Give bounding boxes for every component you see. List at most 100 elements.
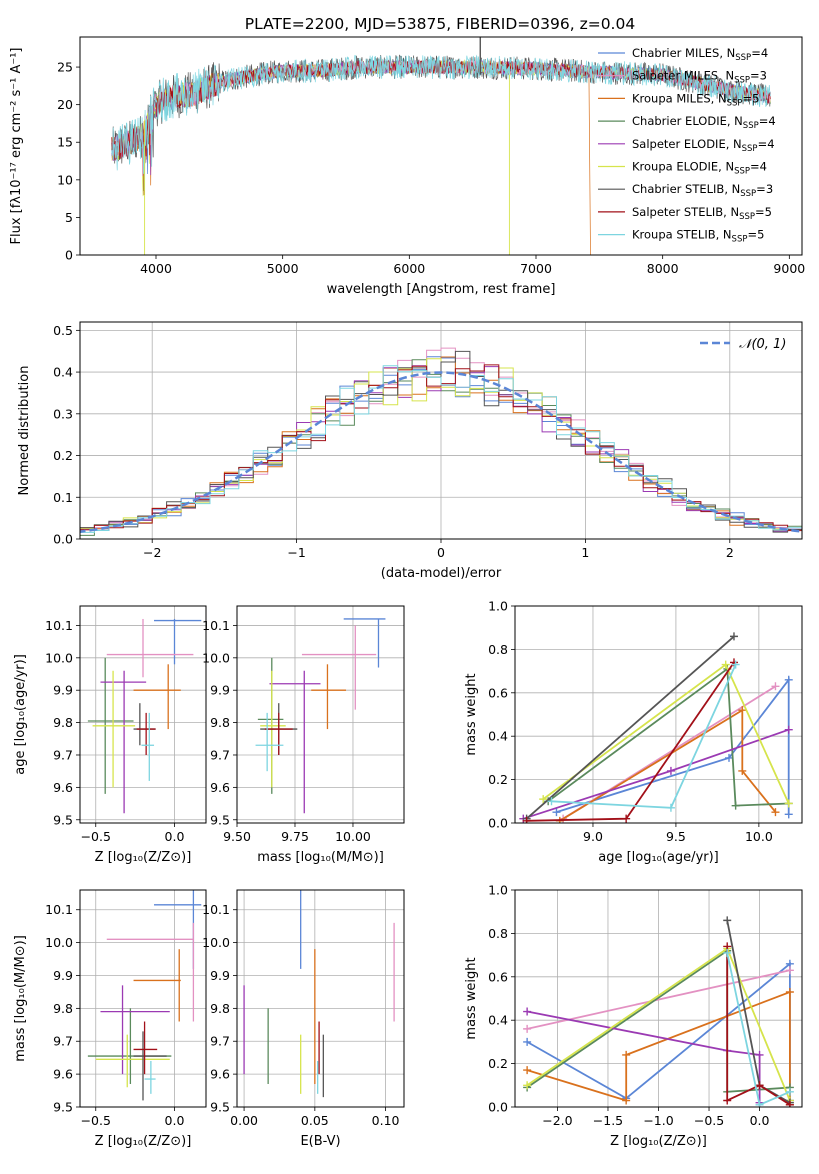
- age_vs_mass-ytick-label-6: 10.1: [202, 618, 230, 633]
- residuals-frame: [79, 321, 803, 540]
- weight_vs_Z-ytick-label-4: 0.8: [488, 926, 508, 941]
- mass_vs_ebv-grid: [237, 890, 404, 1107]
- residuals-panel: −2 −1 0 1 2 0.0 0.1 0.2 0.3 0.4 0.5 (data-model)/er…: [17, 321, 803, 581]
- weight_vs_Z-xtick-label-1: −1.5: [593, 1113, 623, 1128]
- legend-nssp-prefix-4: , N: [726, 137, 742, 151]
- legend-nssp-sub-7: SSP: [739, 212, 755, 222]
- weight_vs_age-xtick-label-2: 10.0: [745, 829, 773, 844]
- age_vs_mass-ytick-label-0: 9.5: [210, 812, 230, 827]
- weight_vs_age-marker-5-1: [721, 660, 730, 669]
- residuals-xtick-label-0: −2: [143, 545, 161, 560]
- legend-nssp-sub-2: SSP: [727, 98, 743, 108]
- age_vs_mass-xtick-label-2: 10.00: [335, 829, 371, 844]
- residuals-xtick-label-2: 0: [437, 545, 445, 560]
- weight_vs_age-marker-8-1: [666, 803, 675, 812]
- legend-name-3: Chabrier ELODIE: [632, 114, 727, 128]
- mass_vs_ebv-xlabel: E(B-V): [300, 1134, 340, 1149]
- mass_vs_ebv-plot-area: [237, 890, 404, 1107]
- spectrum-xtick-label-0: 4000: [140, 261, 172, 276]
- weight_vs_Z-marker-8-1: [755, 1100, 764, 1107]
- legend-nssp-8: 5: [757, 228, 764, 242]
- weight_vs_Z-ytick-label-0: 0.0: [488, 1100, 508, 1115]
- age_vs_mass-grid: [237, 606, 404, 823]
- legend-nssp-sub-4: SSP: [742, 144, 758, 154]
- weight_vs_age-ylabel: mass weight: [464, 673, 479, 755]
- weight_vs_age-marker-2-2: [738, 766, 747, 775]
- mass_vs_Z-ytick-label-1: 9.6: [53, 1067, 73, 1082]
- legend-nssp-prefix-0: , N: [719, 46, 735, 60]
- weight_vs_age-panel: 9.0 9.5 10.0 0.0 0.2 0.4 0.6 0.8 1.0 age [log₁₀(a…: [464, 599, 803, 865]
- weight_vs_Z-xtick-label-4: 0.0: [750, 1113, 770, 1128]
- legend-entry-3: Chabrier ELODIE, NSSP=4: [632, 114, 776, 131]
- weight_vs_age-marker-2-1: [738, 706, 747, 715]
- mass_vs_ebv-ytick-label-6: 10.1: [202, 902, 230, 917]
- legend-entry-2: Kroupa MILES, NSSP=5: [632, 91, 759, 108]
- legend-entry-5: Kroupa ELODIE, NSSP=4: [632, 160, 767, 177]
- weight_vs_Z-panel: −2.0 −1.5 −1.0 −0.5 0.0 0.0 0.2 0.4 0.6 0.8 1.0 Z […: [464, 883, 803, 1149]
- age_vs_Z-ytick-label-2: 9.7: [53, 747, 73, 762]
- weight_vs_age-marker-5-2: [784, 799, 793, 808]
- residuals-ytick-label-5: 0.5: [53, 323, 73, 338]
- weight_vs_age-marker-0-2: [784, 675, 793, 684]
- residuals-grid: [80, 322, 802, 539]
- weight_vs_age-marker-8-2: [731, 660, 740, 669]
- residuals-xtick-label-3: 1: [581, 545, 589, 560]
- mass_vs_Z-xlabel: Z [log₁₀(Z/Z⊙)]: [95, 1134, 192, 1149]
- residuals-ytick-label-0: 0.0: [53, 532, 73, 547]
- legend-entry-1: Salpeter MILES, NSSP=3: [632, 69, 767, 86]
- weight_vs_Z-line-7: [726, 946, 791, 1106]
- legend-nssp-sub-0: SSP: [735, 53, 751, 63]
- gaussian-reference-line: [80, 371, 802, 533]
- spectrum-ytick-label-0: 0: [65, 248, 73, 263]
- weight_vs_age-ytick-label-5: 1.0: [488, 599, 508, 614]
- mass_vs_ebv-ytick-label-0: 9.5: [210, 1100, 230, 1115]
- weight_vs_Z-ytick-label-3: 0.6: [488, 969, 508, 984]
- mass_vs_Z-ytick-label-6: 10.1: [45, 902, 73, 917]
- weight_vs_Z-xtick-label-2: −1.0: [643, 1113, 673, 1128]
- legend-nssp-eq-7: =: [755, 205, 765, 219]
- legend-name-1: Salpeter MILES: [632, 69, 718, 83]
- mass_vs_Z-ytick-label-4: 9.9: [53, 968, 73, 983]
- legend-nssp-sub-8: SSP: [732, 235, 748, 245]
- weight_vs_age-xtick-label-0: 9.0: [583, 829, 603, 844]
- weight_vs_Z-marker-2-2: [622, 1050, 631, 1059]
- age_vs_mass-plot-area: [237, 606, 404, 823]
- weight_vs_Z-marker-7-2: [755, 1081, 764, 1090]
- legend-nssp-sub-5: SSP: [734, 167, 750, 177]
- weight_vs_Z-marker-1-0: [523, 1024, 532, 1033]
- weight_vs_age-frame: [514, 605, 803, 824]
- mass_vs_ebv-xtick-label-2: 0.10: [372, 1113, 400, 1128]
- weight_vs_Z-frame: [514, 889, 803, 1108]
- mass_vs_Z-ytick-label-0: 9.5: [53, 1100, 73, 1115]
- residuals-ytick-label-1: 0.1: [53, 490, 73, 505]
- weight_vs_age-marker-1-1: [771, 682, 780, 691]
- weight_vs_age-line-3: [547, 667, 789, 807]
- residuals-ytick-label-3: 0.3: [53, 406, 73, 421]
- weight_vs_Z-marker-4-2: [755, 1050, 764, 1059]
- legend-nssp-2: 5: [752, 91, 759, 105]
- legend-nssp-4: 4: [767, 137, 774, 151]
- age_vs_Z-ytick-label-3: 9.8: [53, 715, 73, 730]
- spectrum-line-8: [111, 54, 771, 191]
- residuals-xtick-label-1: −1: [287, 545, 305, 560]
- age_vs_mass-ytick-label-2: 9.7: [210, 747, 230, 762]
- residuals-xlabel: (data-model)/error: [381, 566, 502, 581]
- legend-nssp-prefix-3: , N: [727, 114, 743, 128]
- weight_vs_age-line-0: [556, 677, 790, 815]
- weight_vs_Z-line-4: [526, 1010, 761, 1103]
- mass_vs_Z-grid: [80, 890, 206, 1107]
- mass_vs_ebv-frame: [236, 889, 405, 1108]
- spectrum-plot-area: [111, 37, 771, 255]
- weight_vs_Z-xtick-label-3: −0.5: [694, 1113, 724, 1128]
- mass_vs_Z-plot-area: [80, 890, 206, 1107]
- age_vs_mass-ytick-label-4: 9.9: [210, 683, 230, 698]
- age_vs_Z-plot-area: [80, 606, 206, 823]
- legend-nssp-eq-8: =: [747, 228, 757, 242]
- spectrum-xtick-label-3: 7000: [520, 261, 552, 276]
- weight_vs_Z-marker-1-1: [785, 966, 794, 975]
- mass_vs_Z-ylabel: mass [log₁₀(M/M⊙)]: [13, 935, 28, 1062]
- legend-nssp-0: 4: [761, 46, 768, 60]
- legend-nssp-7: 5: [765, 205, 772, 219]
- mass_vs_ebv-xtick-label-1: 0.05: [301, 1113, 329, 1128]
